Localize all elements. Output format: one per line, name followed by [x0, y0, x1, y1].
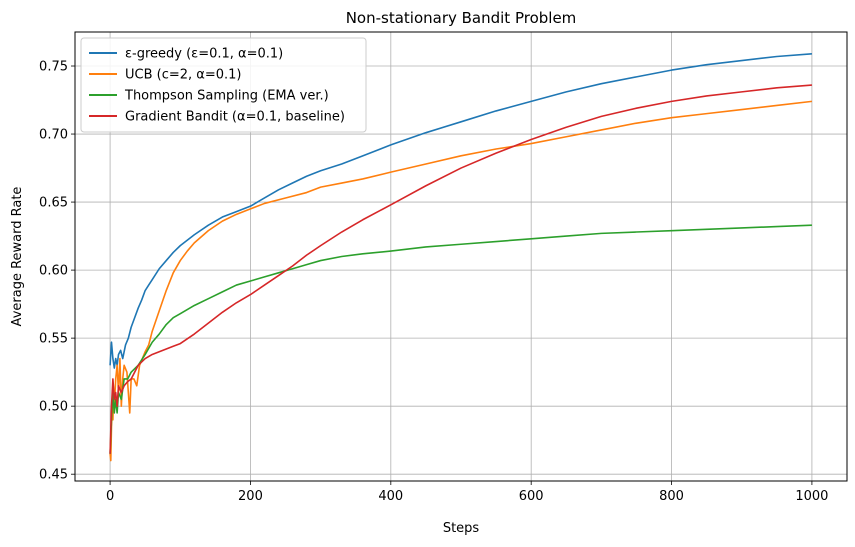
grid: [75, 32, 847, 481]
y-tick-label: 0.70: [39, 128, 68, 143]
legend: ε-greedy (ε=0.1, α=0.1) UCB (c=2, α=0.1) T…: [80, 37, 367, 133]
y-tick-label: 0.60: [39, 264, 68, 279]
y-axis-label: Average Reward Rate: [10, 187, 25, 327]
x-tick-label: 400: [378, 489, 403, 504]
y-tick-label: 0.75: [39, 60, 68, 75]
x-axis: 0 200 400 600 800 1000: [106, 481, 828, 504]
x-tick-label: 1000: [795, 489, 828, 504]
plot-frame: [74, 31, 848, 482]
x-tick-label: 0: [106, 489, 114, 504]
chart-title: Non-stationary Bandit Problem: [346, 9, 577, 27]
legend-label: ε-greedy (ε=0.1, α=0.1): [125, 47, 283, 62]
legend-label: UCB (c=2, α=0.1): [125, 68, 242, 83]
y-tick-label: 0.55: [39, 332, 68, 347]
y-tick-label: 0.65: [39, 196, 68, 211]
legend-box: [80, 37, 367, 133]
x-tick-label: 200: [238, 489, 263, 504]
y-tick-label: 0.45: [39, 468, 68, 483]
plot-lines: [109, 52, 813, 462]
y-tick-label: 0.50: [39, 400, 68, 415]
series-line-3: [109, 224, 812, 454]
series-line-2: [109, 100, 813, 462]
series-line-1: [109, 52, 812, 369]
x-tick-label: 600: [519, 489, 544, 504]
series-line-4: [109, 84, 812, 454]
x-axis-label: Steps: [443, 521, 480, 536]
legend-label: Gradient Bandit (α=0.1, baseline): [125, 110, 345, 125]
x-tick-label: 800: [659, 489, 684, 504]
y-axis: 0.45 0.50 0.55 0.60 0.65 0.70 0.75: [39, 60, 75, 483]
legend-label: Thompson Sampling (EMA ver.): [124, 89, 329, 104]
